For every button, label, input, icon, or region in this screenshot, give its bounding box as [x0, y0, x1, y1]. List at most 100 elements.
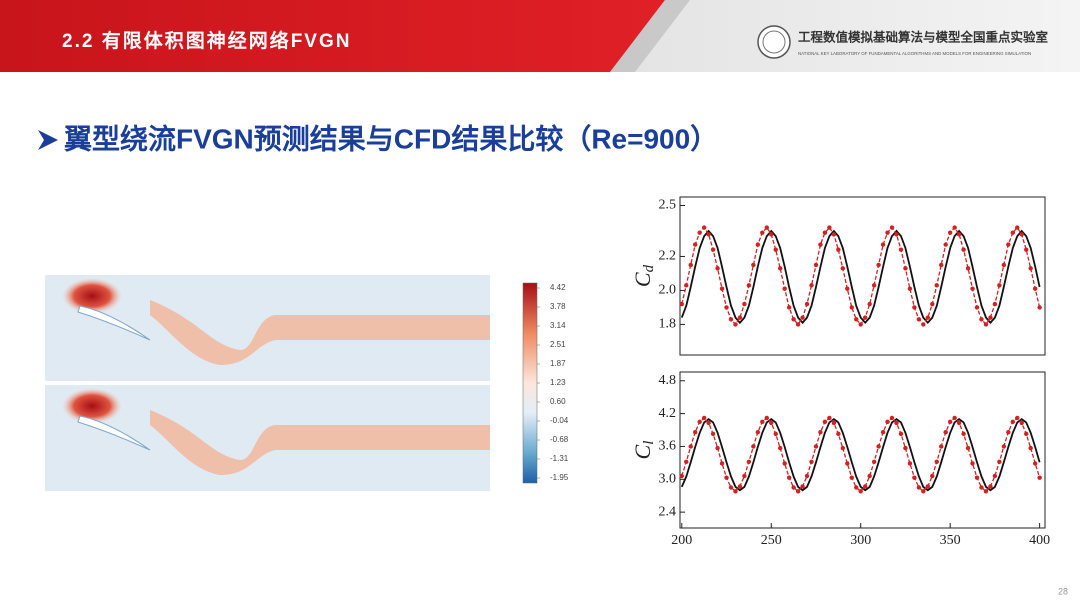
series-marker — [782, 461, 787, 466]
series-marker — [710, 247, 716, 252]
series-marker — [804, 301, 810, 307]
series-marker — [804, 473, 810, 479]
y-axis-label-subscript: l — [641, 441, 657, 445]
series-marker — [800, 315, 805, 320]
series-marker — [916, 317, 922, 322]
series-marker — [907, 286, 913, 291]
colorbar-label: 3.14 — [550, 321, 566, 330]
series-marker — [1010, 419, 1015, 425]
series-marker — [871, 459, 877, 464]
series-marker — [679, 301, 684, 307]
series-marker — [925, 484, 931, 489]
series-marker — [715, 266, 720, 271]
series-marker — [965, 445, 971, 451]
series-marker — [706, 232, 711, 237]
series-marker — [1001, 444, 1007, 449]
series-marker — [965, 266, 971, 271]
series-marker — [751, 262, 756, 268]
series-marker — [733, 322, 738, 327]
series-marker — [880, 430, 886, 435]
series-marker — [724, 475, 729, 480]
series-marker — [907, 461, 913, 466]
series-marker — [1032, 461, 1038, 466]
series-marker — [809, 283, 814, 288]
x-tick-label: 350 — [940, 533, 961, 548]
series-marker — [818, 430, 823, 435]
series-marker — [679, 473, 684, 479]
series-marker — [769, 420, 774, 426]
colorbar — [522, 282, 538, 484]
series-marker — [773, 431, 778, 437]
series-marker — [693, 242, 698, 247]
y-tick-label: 2.4 — [659, 504, 677, 519]
series-marker — [849, 305, 854, 310]
y-tick-label: 2.5 — [659, 198, 677, 213]
series-marker — [822, 419, 828, 425]
series-marker — [795, 489, 801, 494]
header-title: 2.2 有限体积图神经网络FVGN — [62, 29, 351, 52]
series-marker — [777, 445, 783, 451]
series-marker — [974, 305, 980, 310]
series-marker — [1006, 242, 1011, 247]
series-marker — [688, 262, 693, 268]
series-marker — [724, 305, 729, 310]
series-marker — [706, 420, 711, 426]
series-marker — [876, 444, 881, 449]
series-marker — [840, 266, 846, 271]
series-marker — [760, 419, 765, 425]
series-marker — [903, 266, 908, 271]
series-marker — [903, 445, 908, 451]
y-axis-label-symbol: C — [630, 272, 655, 287]
series-marker — [791, 485, 796, 490]
series-marker — [701, 415, 707, 421]
series-marker — [769, 232, 774, 237]
series-marker — [742, 301, 747, 307]
colorbar-label: 3.78 — [550, 302, 566, 311]
series-marker — [885, 419, 890, 425]
series-marker — [889, 415, 895, 421]
colorbar-label: 1.23 — [550, 378, 566, 387]
series-marker — [688, 444, 693, 449]
series-marker — [1006, 430, 1011, 435]
series-marker — [710, 431, 716, 437]
series-marker — [1032, 286, 1038, 291]
series-marker — [791, 317, 796, 322]
series-marker — [862, 315, 868, 320]
contour-bottom — [45, 385, 490, 491]
series-marker — [831, 420, 837, 426]
series-marker — [1001, 262, 1007, 268]
y-tick-label: 3.6 — [659, 439, 677, 454]
x-tick-label: 300 — [850, 533, 871, 548]
series-marker — [898, 431, 904, 437]
series-marker — [921, 489, 926, 494]
series-marker — [939, 444, 944, 449]
series-marker — [1037, 305, 1042, 310]
y-tick-label: 4.8 — [659, 373, 677, 388]
plot-frame — [679, 196, 1046, 356]
series-marker — [947, 230, 953, 235]
series-marker — [934, 283, 939, 288]
series-marker — [894, 420, 899, 426]
colorbar-label: 4.42 — [550, 283, 566, 292]
series-marker — [764, 225, 769, 230]
colorbar-label: -1.31 — [550, 454, 569, 463]
series-marker — [943, 242, 948, 247]
series-marker — [845, 286, 850, 291]
series-marker — [751, 444, 756, 449]
y-axis-label: Cl — [630, 441, 657, 460]
series-marker — [867, 473, 872, 479]
page-number: 28 — [1058, 586, 1068, 596]
series-marker — [755, 430, 761, 435]
series-marker — [970, 286, 975, 291]
series-marker — [777, 266, 783, 271]
series-marker — [858, 322, 863, 327]
series-marker — [871, 283, 877, 288]
series-marker — [956, 232, 962, 237]
series-marker — [697, 419, 702, 425]
series-marker — [684, 459, 689, 464]
series-marker — [992, 473, 998, 479]
series-marker — [930, 301, 935, 307]
series-marker — [952, 225, 957, 230]
series-marker — [693, 430, 698, 435]
